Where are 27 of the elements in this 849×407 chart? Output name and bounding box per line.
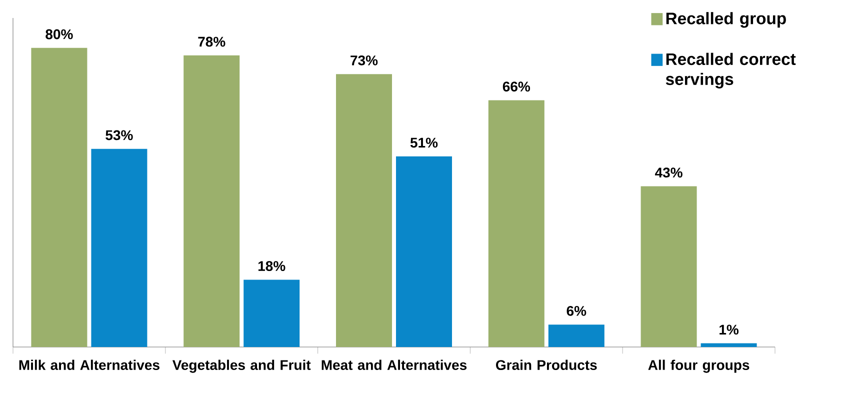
bar bbox=[31, 48, 88, 347]
bar bbox=[640, 186, 697, 347]
x-tick-label: Milk and Alternatives bbox=[19, 360, 160, 370]
legend-label: Recalled correct servings bbox=[666, 52, 796, 88]
legend-label: Recalled group bbox=[666, 12, 786, 28]
data-label: 18% bbox=[258, 261, 286, 272]
x-tick-label: Grain Products bbox=[496, 360, 597, 370]
data-label: 1% bbox=[720, 324, 739, 335]
data-label: 78% bbox=[198, 36, 226, 47]
data-label: 73% bbox=[350, 55, 378, 66]
x-tick-label: Meat and Alternatives bbox=[322, 360, 467, 370]
data-label: 53% bbox=[106, 130, 133, 140]
bar bbox=[91, 148, 148, 347]
data-label: 51% bbox=[410, 138, 438, 148]
data-label: 43% bbox=[655, 168, 682, 178]
data-label: 6% bbox=[566, 306, 586, 316]
bar bbox=[548, 324, 604, 347]
bar bbox=[700, 343, 757, 347]
bar bbox=[336, 74, 392, 347]
data-label: 66% bbox=[502, 82, 530, 92]
x-tick-label: Vegetables and Fruit bbox=[172, 360, 311, 373]
x-tick-label: All four groups bbox=[648, 360, 750, 373]
data-label: 80% bbox=[46, 29, 73, 40]
bar bbox=[396, 156, 452, 347]
bar bbox=[184, 55, 240, 347]
bar bbox=[244, 280, 300, 347]
bar bbox=[488, 100, 544, 347]
